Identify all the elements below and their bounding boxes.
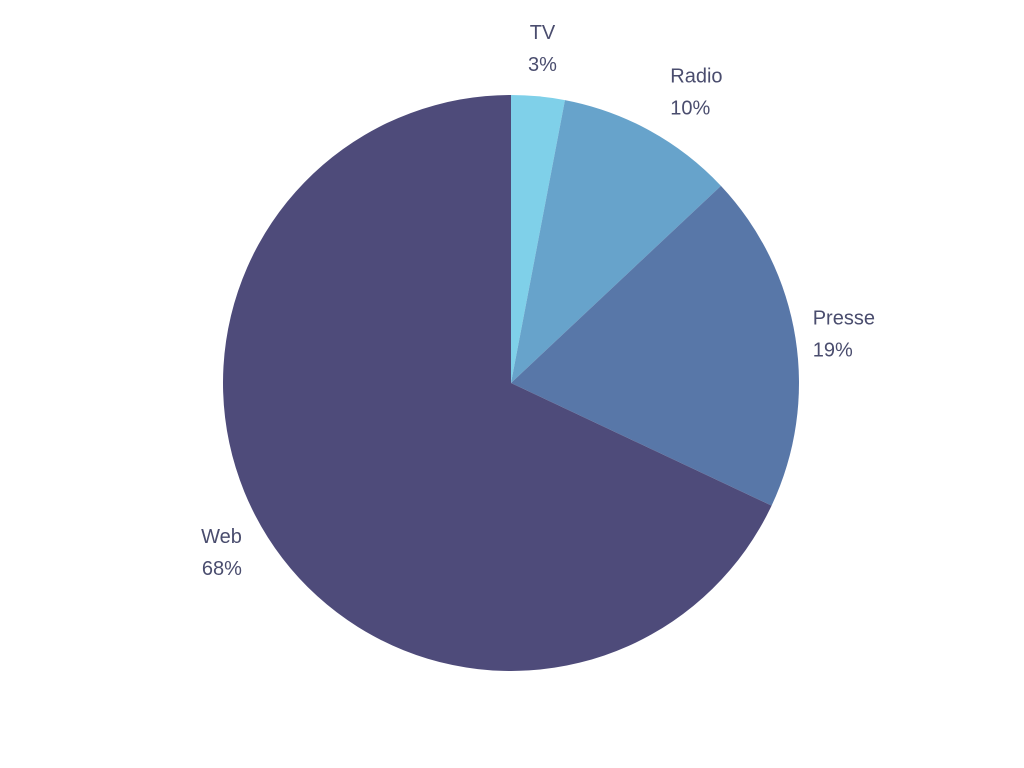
slice-value-label: 68% [202,558,242,580]
slice-label: Radio [670,66,722,88]
pie-slice [511,95,565,383]
slice-label: Web [201,526,242,548]
pie-slice [511,185,799,506]
pie-slice [511,100,721,384]
slice-value-label: 3% [528,54,557,76]
slice-value-label: 10% [670,98,710,120]
slice-label: TV [530,22,556,44]
slice-value-label: 19% [813,339,853,361]
pie-slice [223,95,772,671]
slice-label: Presse [813,307,875,329]
